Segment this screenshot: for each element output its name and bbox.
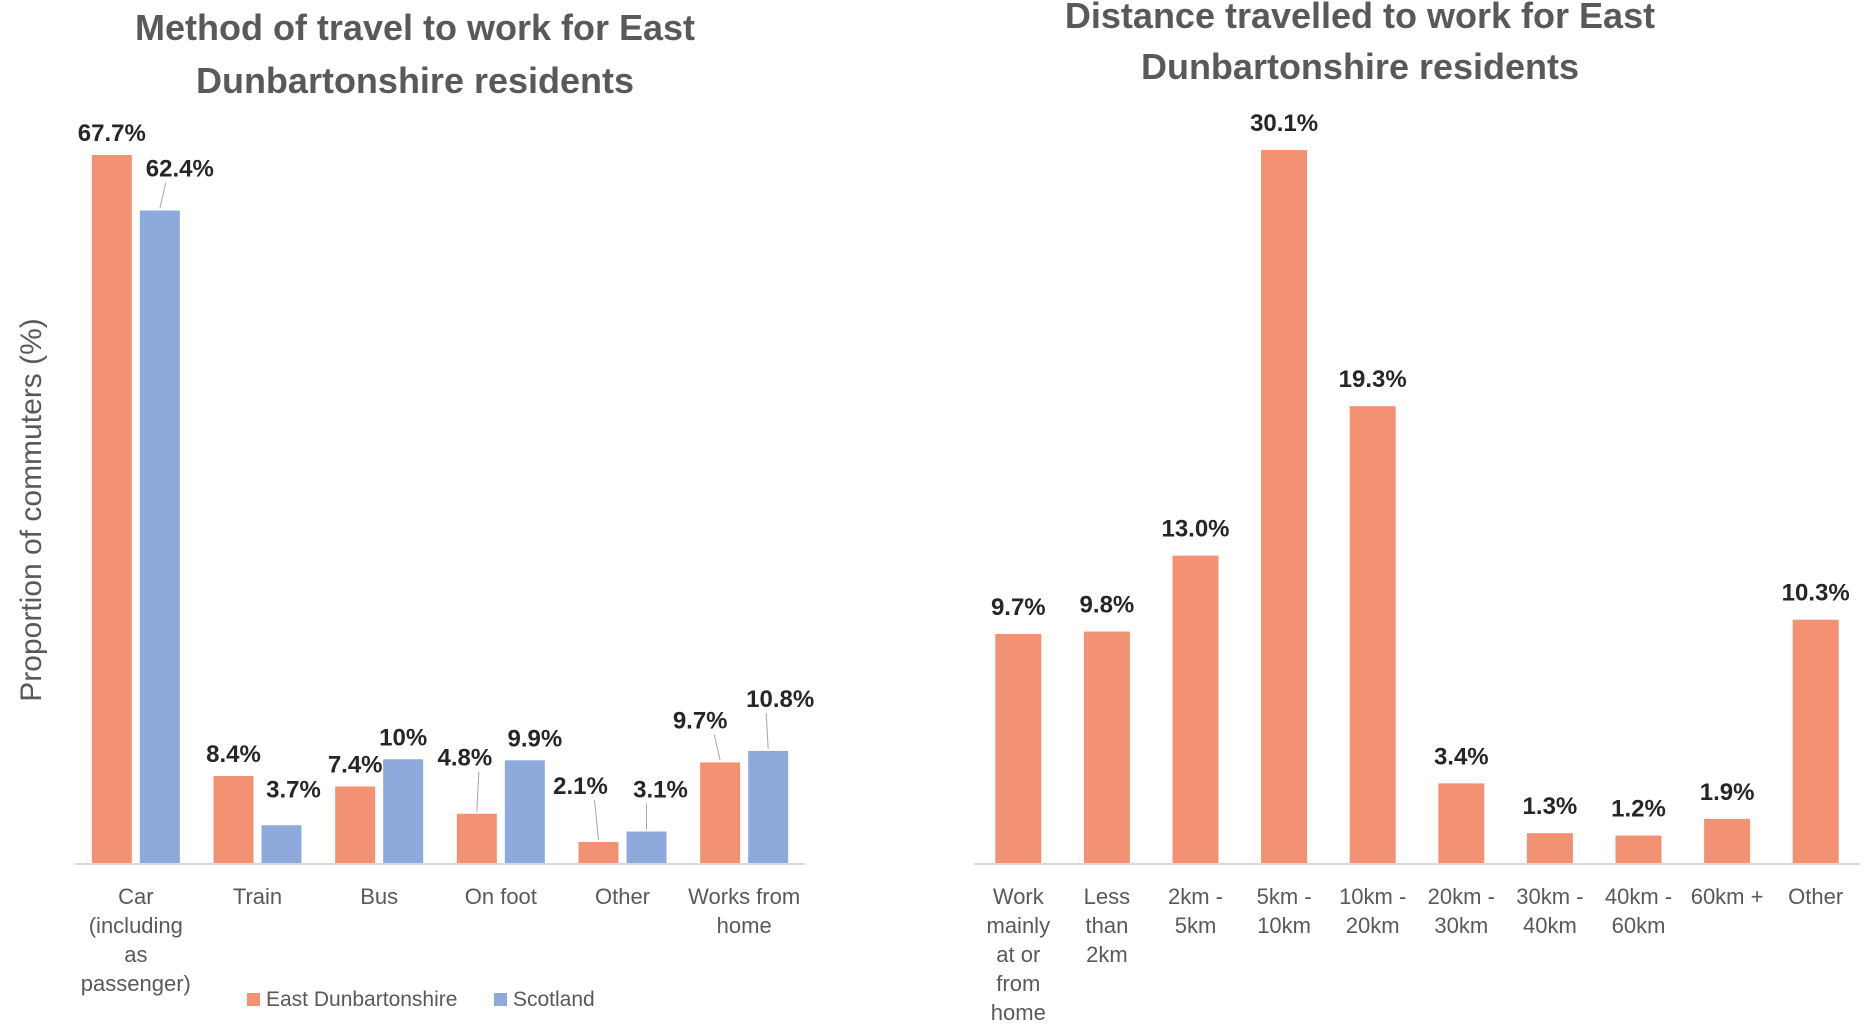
right-category-label-8: 60km + xyxy=(1691,884,1764,909)
left-bar-1-1 xyxy=(261,825,302,864)
left-bar-1-5 xyxy=(748,750,789,864)
right-bar-2 xyxy=(1172,555,1219,864)
left-chart-plot: 67.7% 8.4% 7.4% 4.8% 2.1% 9.7% 62.4% 3.7% 10% 9.9… xyxy=(75,120,814,996)
right-bar-8 xyxy=(1704,818,1751,864)
left-category-label-5: Works from home xyxy=(688,884,800,938)
right-data-label-5: 3.4% xyxy=(1434,743,1489,770)
left-data-label-1-3: 9.9% xyxy=(507,725,562,752)
right-data-label-1: 9.8% xyxy=(1080,592,1135,619)
left-category-label-0: Car (including as passenger) xyxy=(81,884,191,996)
legend-label-1: Scotland xyxy=(513,988,595,1011)
right-category-label-7: 40km -60km xyxy=(1605,884,1672,938)
left-category-label-4: Other xyxy=(595,884,650,909)
right-data-label-9: 10.3% xyxy=(1782,580,1850,607)
left-bar-0-2 xyxy=(335,786,376,864)
left-data-label-0-2: 7.4% xyxy=(328,752,383,779)
left-bar-0-4 xyxy=(578,842,619,864)
left-leader-line-1-0 xyxy=(159,182,167,209)
left-chart-title-line-2: Dunbartonshire residents xyxy=(196,60,634,101)
left-data-label-0-5: 9.7% xyxy=(673,707,728,734)
left-data-label-0-4: 2.1% xyxy=(553,773,608,800)
right-data-label-4: 19.3% xyxy=(1339,366,1407,393)
right-category-label-0: Work mainly at or from home xyxy=(987,884,1051,1023)
legend-swatch-1 xyxy=(494,993,507,1006)
left-category-label-3: On foot xyxy=(465,884,537,909)
left-bar-0-1 xyxy=(213,776,254,864)
left-category-label-2: Bus xyxy=(360,884,398,909)
right-bar-6 xyxy=(1526,833,1573,864)
left-chart-title-line-1: Method of travel to work for East xyxy=(135,7,695,48)
left-leader-line-0-4 xyxy=(594,799,599,841)
left-bar-0-0 xyxy=(91,155,132,864)
left-data-label-1-0: 62.4% xyxy=(146,156,214,183)
right-category-label-6: 30km -40km xyxy=(1516,884,1583,938)
right-chart-title-line-2: Dunbartonshire residents xyxy=(1141,46,1579,87)
left-data-label-0-3: 4.8% xyxy=(437,745,492,772)
right-category-label-4: 10km -20km xyxy=(1339,884,1406,938)
right-bar-9 xyxy=(1792,619,1839,864)
right-bar-1 xyxy=(1083,631,1130,864)
right-category-label-9: Other xyxy=(1788,884,1843,909)
right-bar-7 xyxy=(1615,835,1662,864)
right-bar-5 xyxy=(1438,783,1485,864)
right-data-label-3: 30.1% xyxy=(1250,110,1318,137)
left-data-label-1-5: 10.8% xyxy=(746,686,814,713)
right-category-label-3: 5km -10km xyxy=(1257,884,1312,938)
right-data-label-8: 1.9% xyxy=(1700,779,1755,806)
right-data-label-6: 1.3% xyxy=(1523,793,1578,820)
legend-label-0: East Dunbartonshire xyxy=(266,988,457,1011)
left-data-label-1-2: 10% xyxy=(379,724,427,751)
right-data-label-0: 9.7% xyxy=(991,594,1046,621)
left-data-label-1-4: 3.1% xyxy=(633,777,688,804)
right-data-label-7: 1.2% xyxy=(1611,796,1666,823)
right-bar-0 xyxy=(995,633,1042,864)
left-bar-0-5 xyxy=(700,762,741,864)
left-leader-line-1-5 xyxy=(765,712,769,749)
right-chart-plot: 9.7% 9.8% 13.0% 30.1% 19.3% 3.4% 1.3% 1.2% 1.9% 1… xyxy=(974,110,1860,1025)
left-bar-1-2 xyxy=(383,759,424,864)
left-category-label-1: Train xyxy=(233,884,282,909)
left-chart-y-axis-label: Proportion of commuters (%) xyxy=(15,318,48,701)
right-category-label-2: 2km -5km xyxy=(1168,884,1223,938)
left-leader-line-0-5 xyxy=(713,734,721,761)
right-chart-title-line-1: Distance travelled to work for East xyxy=(1065,0,1655,36)
left-data-label-1-1: 3.7% xyxy=(266,776,321,803)
left-bar-1-3 xyxy=(504,760,545,864)
right-category-label-5: 20km -30km xyxy=(1428,884,1495,938)
right-bar-4 xyxy=(1349,406,1396,864)
left-data-label-0-0: 67.7% xyxy=(78,120,146,147)
left-data-label-0-1: 8.4% xyxy=(206,741,261,768)
legend-swatch-0 xyxy=(247,993,260,1006)
left-bar-1-4 xyxy=(626,831,667,864)
left-bar-1-0 xyxy=(139,210,180,864)
right-category-label-1: Less than 2km xyxy=(1084,884,1130,967)
right-data-label-2: 13.0% xyxy=(1161,516,1229,543)
left-leader-line-0-3 xyxy=(476,771,480,812)
right-bar-3 xyxy=(1261,150,1308,864)
left-bar-0-3 xyxy=(456,813,497,864)
left-chart-legend: East Dunbartonshire Scotland xyxy=(247,988,595,1011)
